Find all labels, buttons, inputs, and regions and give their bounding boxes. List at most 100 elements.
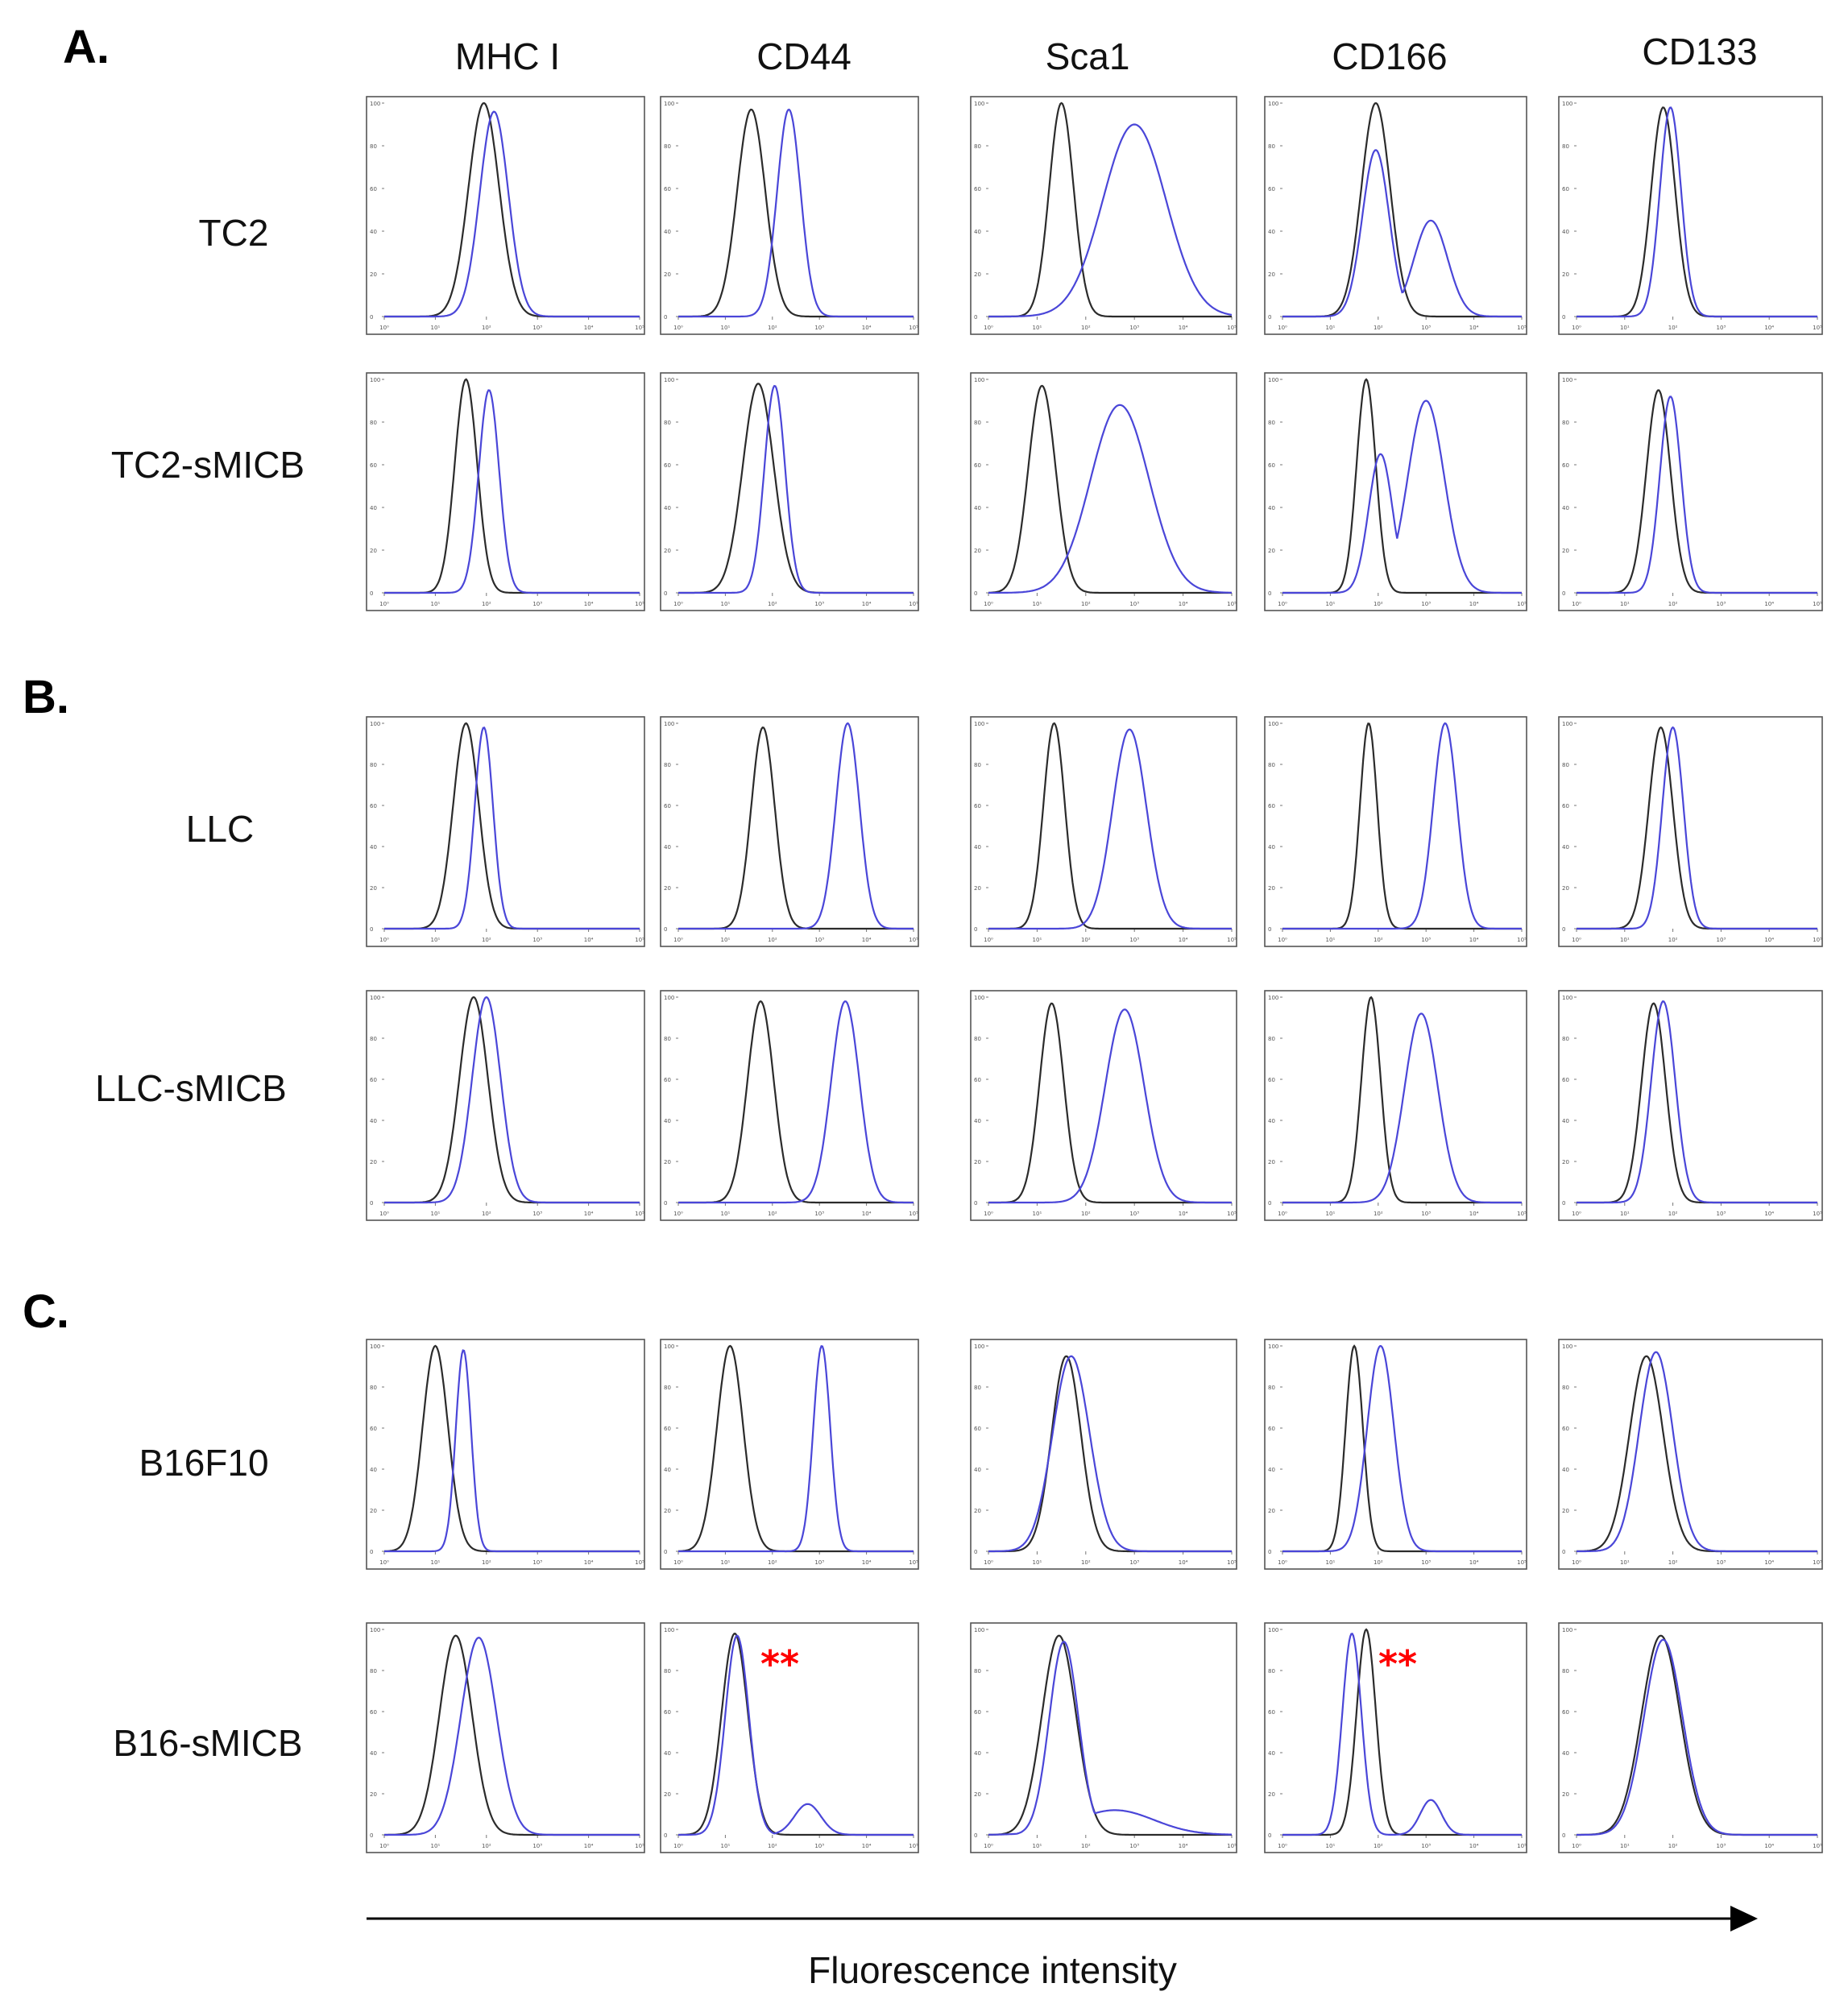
hist-b16-smicb-sca1-marker-curve [988,1641,1233,1836]
hist-b16-smicb-cd44-x-tick: 10¹ [721,1843,731,1849]
hist-llc-smicb-cd166-x-tick: 10¹ [1326,1211,1336,1217]
row-label-b16-smicb: B16-sMICB [113,1722,302,1764]
row-label-tc2-smicb: TC2-sMICB [111,444,305,486]
hist-llc-sca1-x-tick: 10² [1081,937,1091,943]
hist-tc2-sca1-y-tick: 20 [974,271,981,278]
marker-header-cd166: CD166 [1332,35,1447,77]
hist-tc2-smicb-cd133-x-tick: 10³ [1717,601,1726,607]
hist-llc-smicb-cd133-x-tick: 10² [1668,1211,1678,1217]
hist-llc-smicb-cd44-y-tick: 100 [664,995,674,1001]
hist-b16-smicb-cd133-y-tick: 40 [1562,1750,1569,1757]
hist-b16f10-cd166-marker-curve [1282,1344,1522,1553]
hist-tc2-smicb-cd166-y-tick: 0 [1268,590,1271,597]
hist-b16f10-mhc-i-y-tick: 20 [370,1508,377,1514]
hist-tc2-smicb-cd44-frame [660,372,919,611]
hist-llc-smicb-cd44-y-tick: 40 [664,1118,671,1124]
hist-llc-smicb-cd133-x-tick: 10⁰ [1572,1211,1581,1217]
hist-llc-smicb-cd44-x-tick: 10⁰ [673,1211,683,1217]
hist-tc2-cd44-marker-curve [678,108,914,318]
hist-llc-sca1-marker-curve [988,728,1232,930]
hist-tc2-smicb-cd166-y-tick: 100 [1268,377,1278,383]
hist-llc-sca1-y-tick: 0 [974,926,977,933]
hist-llc-smicb-mhc-i-x-tick: 10³ [532,1211,542,1217]
hist-llc-smicb-cd133-x-tick: 10³ [1717,1211,1726,1217]
hist-tc2-cd133-y-tick: 0 [1562,314,1565,321]
hist-tc2-smicb-mhc-i-y-tick: 60 [370,462,377,469]
hist-tc2-smicb-mhc-i-y-tick: 20 [370,548,377,554]
hist-b16-smicb-mhc-i-y-tick: 100 [370,1627,380,1633]
hist-tc2-smicb-cd166-x-tick: 10¹ [1326,601,1336,607]
hist-b16-smicb-cd166-x-tick: 10¹ [1326,1843,1336,1849]
hist-llc-cd166-x-tick: 10¹ [1326,937,1336,943]
hist-b16-smicb-cd44-y-tick: 40 [664,1750,671,1757]
hist-tc2-smicb-cd44-x-tick: 10³ [814,601,824,607]
hist-llc-smicb-mhc-i-x-tick: 10¹ [431,1211,441,1217]
hist-b16f10-cd133-x-tick: 10⁵ [1813,1559,1822,1566]
hist-b16-smicb-sca1-x-tick: 10⁵ [1227,1843,1237,1849]
hist-b16-smicb-mhc-i-x-tick: 10⁰ [379,1843,389,1849]
hist-b16-smicb-mhc-i-y-tick: 0 [370,1832,373,1839]
hist-llc-cd166-y-tick: 0 [1268,926,1271,933]
hist-tc2-smicb-mhc-i-frame [366,372,645,611]
hist-b16-smicb-cd133-marker-curve [1577,1638,1817,1836]
hist-llc-smicb-cd166-y-tick: 100 [1268,995,1278,1001]
hist-tc2-smicb-sca1-y-tick: 100 [974,377,984,383]
hist-b16-smicb-sca1-y-tick: 20 [974,1791,981,1798]
hist-tc2-cd133-x-tick: 10⁵ [1813,325,1822,331]
hist-tc2-cd166-y-tick: 40 [1268,229,1275,235]
hist-b16f10-mhc-i-frame [366,1339,645,1570]
hist-b16-smicb-cd166-x-tick: 10⁰ [1278,1843,1287,1849]
hist-tc2-cd133-x-tick: 10³ [1717,325,1726,331]
hist-tc2-cd133-marker-curve [1577,106,1817,318]
hist-tc2-cd44-x-tick: 10⁰ [673,325,683,331]
row-label-llc-smicb: LLC-sMICB [95,1067,287,1109]
hist-tc2-mhc-i-y-tick: 100 [370,101,380,107]
hist-b16-smicb-cd44-x-tick: 10⁵ [909,1843,918,1849]
hist-tc2-smicb-mhc-i-x-tick: 10⁴ [584,601,594,607]
hist-b16f10-cd133-x-tick: 10⁰ [1572,1559,1581,1566]
hist-llc-cd133-x-tick: 10⁰ [1572,937,1581,943]
hist-tc2-cd44-y-tick: 60 [664,186,671,193]
panel-letter-a: A. [63,21,110,73]
hist-llc-cd44-frame [660,716,919,947]
hist-b16-smicb-cd133-x-tick: 10⁰ [1572,1843,1581,1849]
hist-tc2-smicb-sca1-x-tick: 10⁴ [1179,601,1188,607]
row-label-llc: LLC [186,808,254,850]
hist-llc-cd133-x-tick: 10³ [1717,937,1726,943]
hist-b16f10-cd133-y-tick: 80 [1562,1385,1569,1391]
hist-b16-smicb-mhc-i-x-tick: 10³ [532,1843,542,1849]
hist-llc-cd133-y-tick: 60 [1562,803,1569,809]
hist-tc2-cd133-x-tick: 10¹ [1620,325,1630,331]
hist-tc2-cd166-x-tick: 10⁴ [1469,325,1479,331]
hist-tc2-smicb-sca1-x-tick: 10⁵ [1227,601,1237,607]
hist-tc2-smicb-mhc-i-x-tick: 10¹ [431,601,441,607]
hist-llc-cd166-marker-curve [1282,722,1522,930]
hist-b16f10-cd166-x-tick: 10⁵ [1517,1559,1527,1566]
hist-b16f10-sca1-y-tick: 80 [974,1385,981,1391]
hist-llc-cd133-x-tick: 10⁴ [1764,937,1774,943]
hist-b16f10-cd166-x-tick: 10⁴ [1469,1559,1479,1566]
hist-b16-smicb-cd166-x-tick: 10⁴ [1469,1843,1479,1849]
hist-b16f10-cd133-x-tick: 10² [1668,1559,1678,1566]
hist-b16f10-sca1-x-tick: 10⁰ [984,1559,993,1566]
hist-llc-mhc-i-x-tick: 10³ [532,937,542,943]
hist-llc-smicb-cd44-x-tick: 10¹ [721,1211,731,1217]
hist-b16-smicb-cd44-marker-curve [678,1634,914,1836]
hist-llc-cd44-y-tick: 20 [664,885,671,892]
hist-tc2-smicb-sca1-y-tick: 60 [974,462,981,469]
hist-llc-mhc-i-x-tick: 10¹ [431,937,441,943]
hist-llc-smicb-cd166-x-tick: 10⁵ [1517,1211,1527,1217]
hist-b16f10-mhc-i-x-tick: 10² [482,1559,491,1566]
hist-llc-smicb-sca1-x-tick: 10⁵ [1227,1211,1237,1217]
hist-tc2-cd44-x-tick: 10¹ [721,325,731,331]
hist-b16-smicb-sca1-x-tick: 10² [1081,1843,1091,1849]
hist-llc-mhc-i-y-tick: 20 [370,885,377,892]
hist-llc-sca1-x-tick: 10⁵ [1227,937,1237,943]
hist-b16f10-sca1-x-tick: 10² [1081,1559,1091,1566]
hist-tc2-mhc-i: 100 80 60 40 20 0 10⁰ 10¹ 10² 10³ 10⁴ 10⁵ [366,96,645,335]
hist-llc-smicb-sca1-y-tick: 80 [974,1036,981,1042]
hist-llc-smicb-mhc-i: 100 80 60 40 20 0 10⁰ 10¹ 10² 10³ 10⁴ 10⁵ [366,990,645,1221]
hist-b16f10-mhc-i-y-tick: 0 [370,1549,373,1555]
hist-llc-cd44-x-tick: 10⁰ [673,937,683,943]
hist-tc2-cd133-frame [1558,96,1823,335]
